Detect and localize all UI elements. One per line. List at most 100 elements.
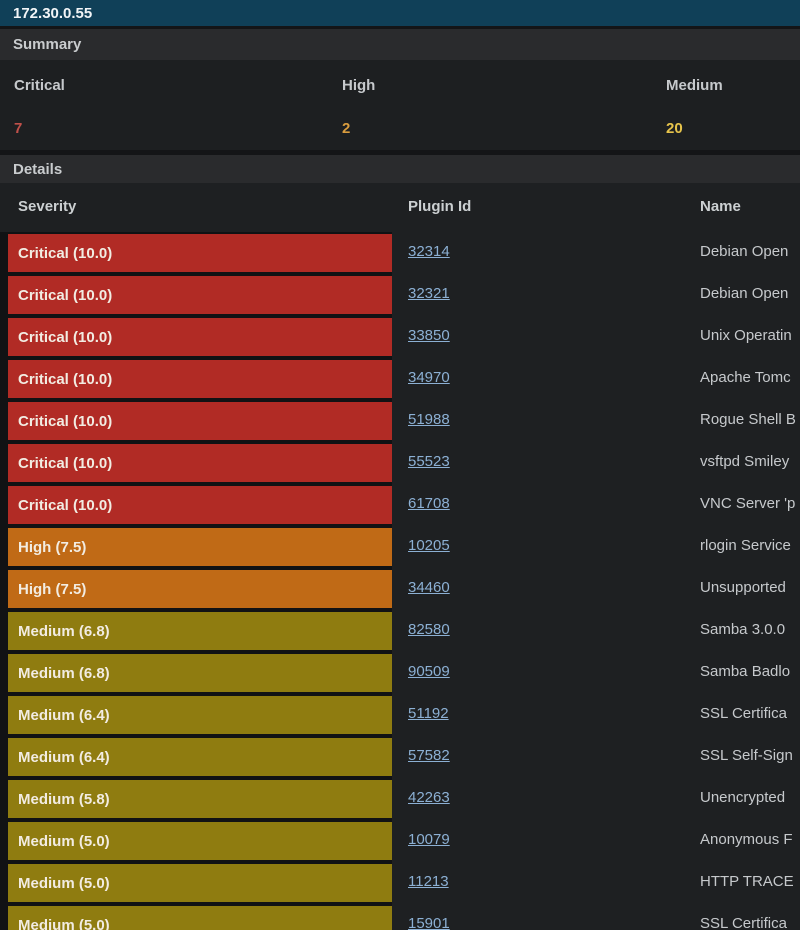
summary-label-medium: Medium (666, 77, 723, 94)
severity-badge: Medium (5.0) (8, 822, 392, 860)
vulnerability-name: Unsupported (700, 579, 786, 596)
severity-badge: Critical (10.0) (8, 402, 392, 440)
vulnerability-name: Unix Operatin (700, 327, 792, 344)
column-header-name: Name (700, 198, 741, 215)
name-cell: vsftpd Smiley (700, 442, 800, 484)
vulnerability-name: HTTP TRACE (700, 873, 794, 890)
vulnerability-name: vsftpd Smiley (700, 453, 790, 470)
severity-badge: Medium (6.4) (8, 738, 392, 776)
severity-label: Medium (6.8) (18, 622, 110, 640)
details-title: Details (13, 160, 63, 178)
severity-cell: Medium (5.8) (0, 778, 392, 820)
severity-label: Medium (5.0) (18, 874, 110, 892)
severity-label: High (7.5) (18, 538, 87, 556)
summary-count-critical: 7 (14, 120, 23, 137)
plugin-id-link[interactable]: 32314 (408, 243, 450, 260)
plugin-id-link[interactable]: 51988 (408, 411, 450, 428)
plugin-id-link[interactable]: 10205 (408, 537, 450, 554)
plugin-id-cell: 33850 (392, 316, 700, 358)
severity-label: Critical (10.0) (18, 496, 113, 514)
name-cell: SSL Self-Sign (700, 736, 800, 778)
host-header[interactable]: 172.30.0.55 (0, 0, 800, 26)
vulnerability-name: Debian Open (700, 243, 789, 260)
severity-label: Critical (10.0) (18, 412, 113, 430)
name-cell: Unix Operatin (700, 316, 800, 358)
plugin-id-link[interactable]: 34460 (408, 579, 450, 596)
plugin-id-link[interactable]: 55523 (408, 453, 450, 470)
plugin-id-link[interactable]: 51192 (408, 705, 449, 722)
name-cell: Debian Open (700, 232, 800, 274)
severity-cell: Critical (10.0) (0, 358, 392, 400)
table-row: Critical (10.0) 55523 vsftpd Smiley (0, 442, 800, 484)
table-row: Medium (5.0) 15901 SSL Certifica (0, 904, 800, 930)
details-section-header: Details (0, 155, 800, 183)
severity-badge: High (7.5) (8, 528, 392, 566)
severity-cell: Critical (10.0) (0, 400, 392, 442)
severity-label: Medium (6.8) (18, 664, 110, 682)
vulnerability-name: SSL Certifica (700, 915, 787, 930)
details-table-body: Critical (10.0) 32314 Debian Open Critic… (0, 232, 800, 930)
plugin-id-link[interactable]: 34970 (408, 369, 450, 386)
plugin-id-cell: 90509 (392, 652, 700, 694)
severity-label: Critical (10.0) (18, 244, 113, 262)
severity-badge: Medium (6.8) (8, 654, 392, 692)
name-cell: Debian Open (700, 274, 800, 316)
plugin-id-link[interactable]: 32321 (408, 285, 450, 302)
table-row: Critical (10.0) 33850 Unix Operatin (0, 316, 800, 358)
severity-cell: Medium (6.8) (0, 652, 392, 694)
summary-count-medium: 20 (666, 120, 683, 137)
name-cell: HTTP TRACE (700, 862, 800, 904)
plugin-id-link[interactable]: 57582 (408, 747, 450, 764)
severity-badge: Critical (10.0) (8, 318, 392, 356)
plugin-id-cell: 82580 (392, 610, 700, 652)
plugin-id-link[interactable]: 42263 (408, 789, 450, 806)
column-header-plugin-id: Plugin Id (408, 198, 472, 215)
plugin-id-cell: 34970 (392, 358, 700, 400)
plugin-id-link[interactable]: 10079 (408, 831, 450, 848)
severity-badge: Medium (5.0) (8, 906, 392, 930)
severity-badge: Critical (10.0) (8, 486, 392, 524)
plugin-id-cell: 32314 (392, 232, 700, 274)
name-cell: Unsupported (700, 568, 800, 610)
details-panel: Severity Plugin Id Name Critical (10.0) … (0, 183, 800, 930)
severity-cell: Medium (6.8) (0, 610, 392, 652)
plugin-id-link[interactable]: 82580 (408, 621, 450, 638)
summary-panel: Critical High Medium 7 2 20 (0, 60, 800, 150)
vulnerability-name: Anonymous F (700, 831, 793, 848)
table-row: Critical (10.0) 61708 VNC Server 'p (0, 484, 800, 526)
severity-label: Critical (10.0) (18, 286, 113, 304)
name-cell: Samba Badlo (700, 652, 800, 694)
plugin-id-cell: 51192 (392, 694, 700, 736)
table-row: High (7.5) 34460 Unsupported (0, 568, 800, 610)
severity-badge: Medium (5.0) (8, 864, 392, 902)
name-cell: Rogue Shell B (700, 400, 800, 442)
vulnerability-name: Debian Open (700, 285, 789, 302)
severity-cell: Medium (5.0) (0, 820, 392, 862)
vulnerability-name: SSL Self-Sign (700, 747, 793, 764)
severity-badge: Critical (10.0) (8, 360, 392, 398)
plugin-id-link[interactable]: 33850 (408, 327, 450, 344)
table-row: Critical (10.0) 34970 Apache Tomc (0, 358, 800, 400)
severity-label: Medium (5.0) (18, 832, 110, 850)
vulnerability-name: Unencrypted (700, 789, 786, 806)
vulnerability-name: VNC Server 'p (700, 495, 796, 512)
severity-label: Medium (5.0) (18, 916, 110, 930)
plugin-id-link[interactable]: 15901 (408, 915, 450, 930)
plugin-id-cell: 11213 (392, 862, 700, 904)
table-row: Critical (10.0) 32321 Debian Open (0, 274, 800, 316)
table-row: Critical (10.0) 51988 Rogue Shell B (0, 400, 800, 442)
plugin-id-link[interactable]: 90509 (408, 663, 450, 680)
name-cell: VNC Server 'p (700, 484, 800, 526)
severity-label: Critical (10.0) (18, 370, 113, 388)
severity-cell: Medium (6.4) (0, 694, 392, 736)
summary-label-critical: Critical (14, 77, 65, 94)
vulnerability-name: Samba Badlo (700, 663, 791, 680)
severity-badge: Medium (6.4) (8, 696, 392, 734)
table-row: Medium (5.0) 11213 HTTP TRACE (0, 862, 800, 904)
plugin-id-link[interactable]: 61708 (408, 495, 450, 512)
name-cell: Apache Tomc (700, 358, 800, 400)
severity-cell: Critical (10.0) (0, 232, 392, 274)
plugin-id-link[interactable]: 11213 (408, 873, 449, 890)
table-row: Medium (6.8) 90509 Samba Badlo (0, 652, 800, 694)
plugin-id-cell: 10205 (392, 526, 700, 568)
